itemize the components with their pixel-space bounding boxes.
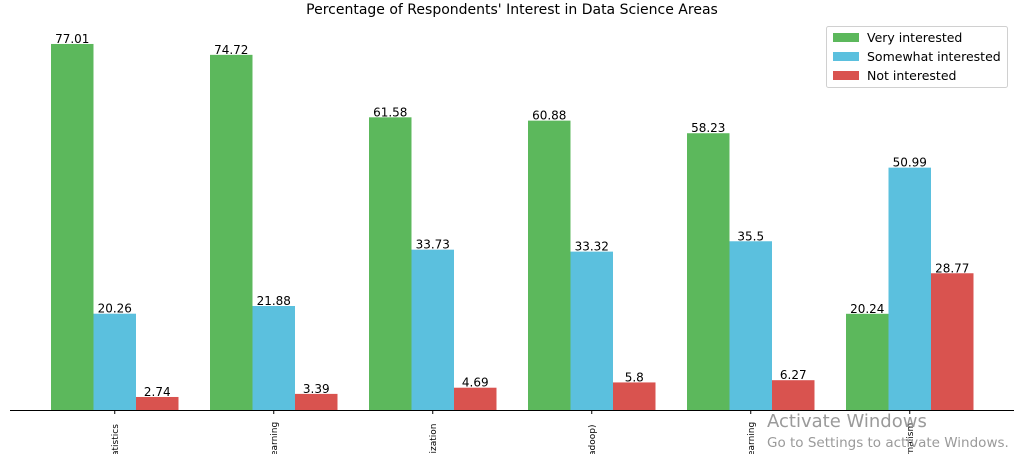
- value-label-somewhat-interested-2: 21.88: [257, 294, 291, 308]
- bars-layer: [51, 43, 974, 411]
- legend-label-not-interested: Not interested: [867, 68, 956, 83]
- legend: Very interested Somewhat interested Not in…: [826, 26, 1008, 88]
- bar-somewhat-interested-4: [570, 251, 613, 410]
- value-label-somewhat-interested-1: 20.26: [98, 302, 132, 316]
- value-label-somewhat-interested-6: 50.99: [893, 156, 927, 170]
- x-tick-label-5: earning: [747, 422, 757, 454]
- legend-box: [826, 26, 1008, 88]
- chart-title: Percentage of Respondents' Interest in D…: [306, 2, 718, 18]
- bar-not-interested-5: [772, 380, 815, 410]
- x-tick-label-2: earning: [270, 422, 280, 454]
- x-tick-label-1: atistics: [111, 424, 121, 454]
- value-label-somewhat-interested-4: 33.32: [575, 240, 609, 254]
- value-label-very-interested-5: 58.23: [691, 121, 725, 135]
- bar-somewhat-interested-2: [252, 306, 295, 410]
- bar-somewhat-interested-5: [729, 241, 772, 410]
- x-tick-label-4: adoop): [588, 425, 598, 454]
- x-ticks-layer: atistics earning lization adoop) earning rnal…: [111, 410, 916, 454]
- bar-not-interested-3: [454, 387, 497, 410]
- legend-swatch-very-interested: [833, 33, 859, 42]
- value-label-not-interested-6: 28.77: [935, 261, 969, 275]
- x-tick-label-3: lization: [429, 424, 439, 454]
- bar-not-interested-1: [136, 396, 179, 410]
- bar-very-interested-2: [210, 54, 253, 410]
- value-label-not-interested-5: 6.27: [780, 368, 807, 382]
- bar-not-interested-6: [931, 273, 974, 410]
- value-label-not-interested-3: 4.69: [462, 376, 489, 390]
- bar-very-interested-5: [687, 133, 730, 410]
- bar-very-interested-3: [369, 117, 412, 411]
- bar-very-interested-4: [528, 120, 571, 411]
- bar-somewhat-interested-1: [93, 313, 136, 410]
- value-label-very-interested-6: 20.24: [850, 302, 884, 316]
- value-label-not-interested-2: 3.39: [303, 382, 330, 396]
- value-label-somewhat-interested-3: 33.73: [416, 238, 450, 252]
- bar-very-interested-1: [51, 43, 94, 410]
- value-label-very-interested-2: 74.72: [214, 43, 248, 57]
- legend-label-very-interested: Very interested: [867, 30, 962, 45]
- watermark-title: Activate Windows: [767, 411, 927, 432]
- legend-label-somewhat-interested: Somewhat interested: [867, 49, 1001, 64]
- legend-swatch-not-interested: [833, 71, 859, 80]
- windows-activation-watermark: Activate Windows Go to Settings to activ…: [767, 411, 1009, 451]
- legend-swatch-somewhat-interested: [833, 52, 859, 61]
- value-label-somewhat-interested-5: 35.5: [737, 229, 764, 243]
- x-tick-label-6: rnalism: [906, 423, 916, 454]
- bar-not-interested-4: [613, 382, 656, 410]
- value-label-very-interested-4: 60.88: [532, 109, 566, 123]
- value-labels-layer: 77.01 20.26 2.74 74.72 21.88 3.39 61.58 33.73 4.…: [55, 32, 969, 399]
- bar-not-interested-2: [295, 393, 338, 410]
- bar-very-interested-6: [846, 313, 889, 410]
- value-label-not-interested-4: 5.8: [625, 370, 644, 384]
- bar-somewhat-interested-6: [888, 167, 931, 410]
- bar-somewhat-interested-3: [411, 249, 454, 410]
- value-label-very-interested-1: 77.01: [55, 32, 89, 46]
- watermark-subtitle: Go to Settings to activate Windows.: [767, 435, 1009, 451]
- value-label-not-interested-1: 2.74: [144, 385, 171, 399]
- value-label-very-interested-3: 61.58: [373, 105, 407, 119]
